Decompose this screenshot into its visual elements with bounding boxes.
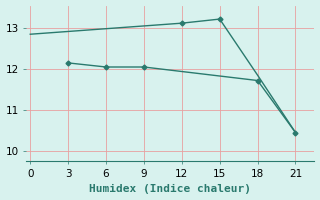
X-axis label: Humidex (Indice chaleur): Humidex (Indice chaleur)	[90, 184, 252, 194]
